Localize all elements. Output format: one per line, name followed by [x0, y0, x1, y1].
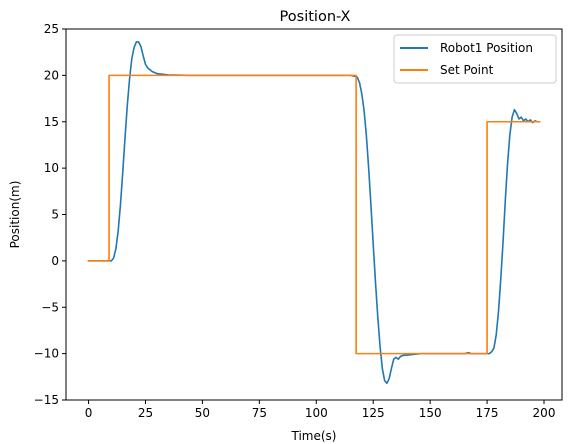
x-tick-label: 0: [85, 406, 93, 420]
series-line-set-point: [87, 74, 541, 355]
y-tick-label: 25: [44, 22, 59, 36]
plot-area: [87, 41, 541, 385]
x-tick-label: 200: [533, 406, 556, 420]
y-axis: −15 −10 −5 0 5 10 15 20 25: [34, 22, 66, 407]
y-axis-label: Position(m): [8, 181, 22, 249]
y-tick-label: −15: [34, 393, 59, 407]
y-tick-label: 20: [44, 68, 59, 82]
x-axis-label: Time(s): [291, 429, 337, 443]
x-tick-label: 150: [419, 406, 442, 420]
x-tick-label: 175: [476, 406, 499, 420]
x-tick-label: 25: [138, 406, 153, 420]
x-tick-label: 50: [195, 406, 210, 420]
y-tick-label: 10: [44, 161, 59, 175]
legend-box: [393, 34, 557, 84]
x-tick-label: 125: [362, 406, 385, 420]
legend-label-robot1-position: Robot1 Position: [440, 41, 533, 55]
chart-title: Position-X: [280, 9, 351, 25]
x-axis: 0 25 50 75 100 125 150 175 200: [85, 400, 556, 420]
y-tick-label: 0: [51, 254, 59, 268]
y-tick-label: 5: [51, 208, 59, 222]
series-line-robot1-position: [87, 41, 541, 385]
y-tick-label: 15: [44, 115, 59, 129]
legend-label-set-point: Set Point: [440, 63, 494, 77]
y-tick-label: −5: [41, 300, 59, 314]
x-tick-label: 100: [305, 406, 328, 420]
y-tick-label: −10: [34, 347, 59, 361]
legend: Robot1 Position Set Point: [393, 34, 557, 84]
x-tick-label: 75: [252, 406, 267, 420]
